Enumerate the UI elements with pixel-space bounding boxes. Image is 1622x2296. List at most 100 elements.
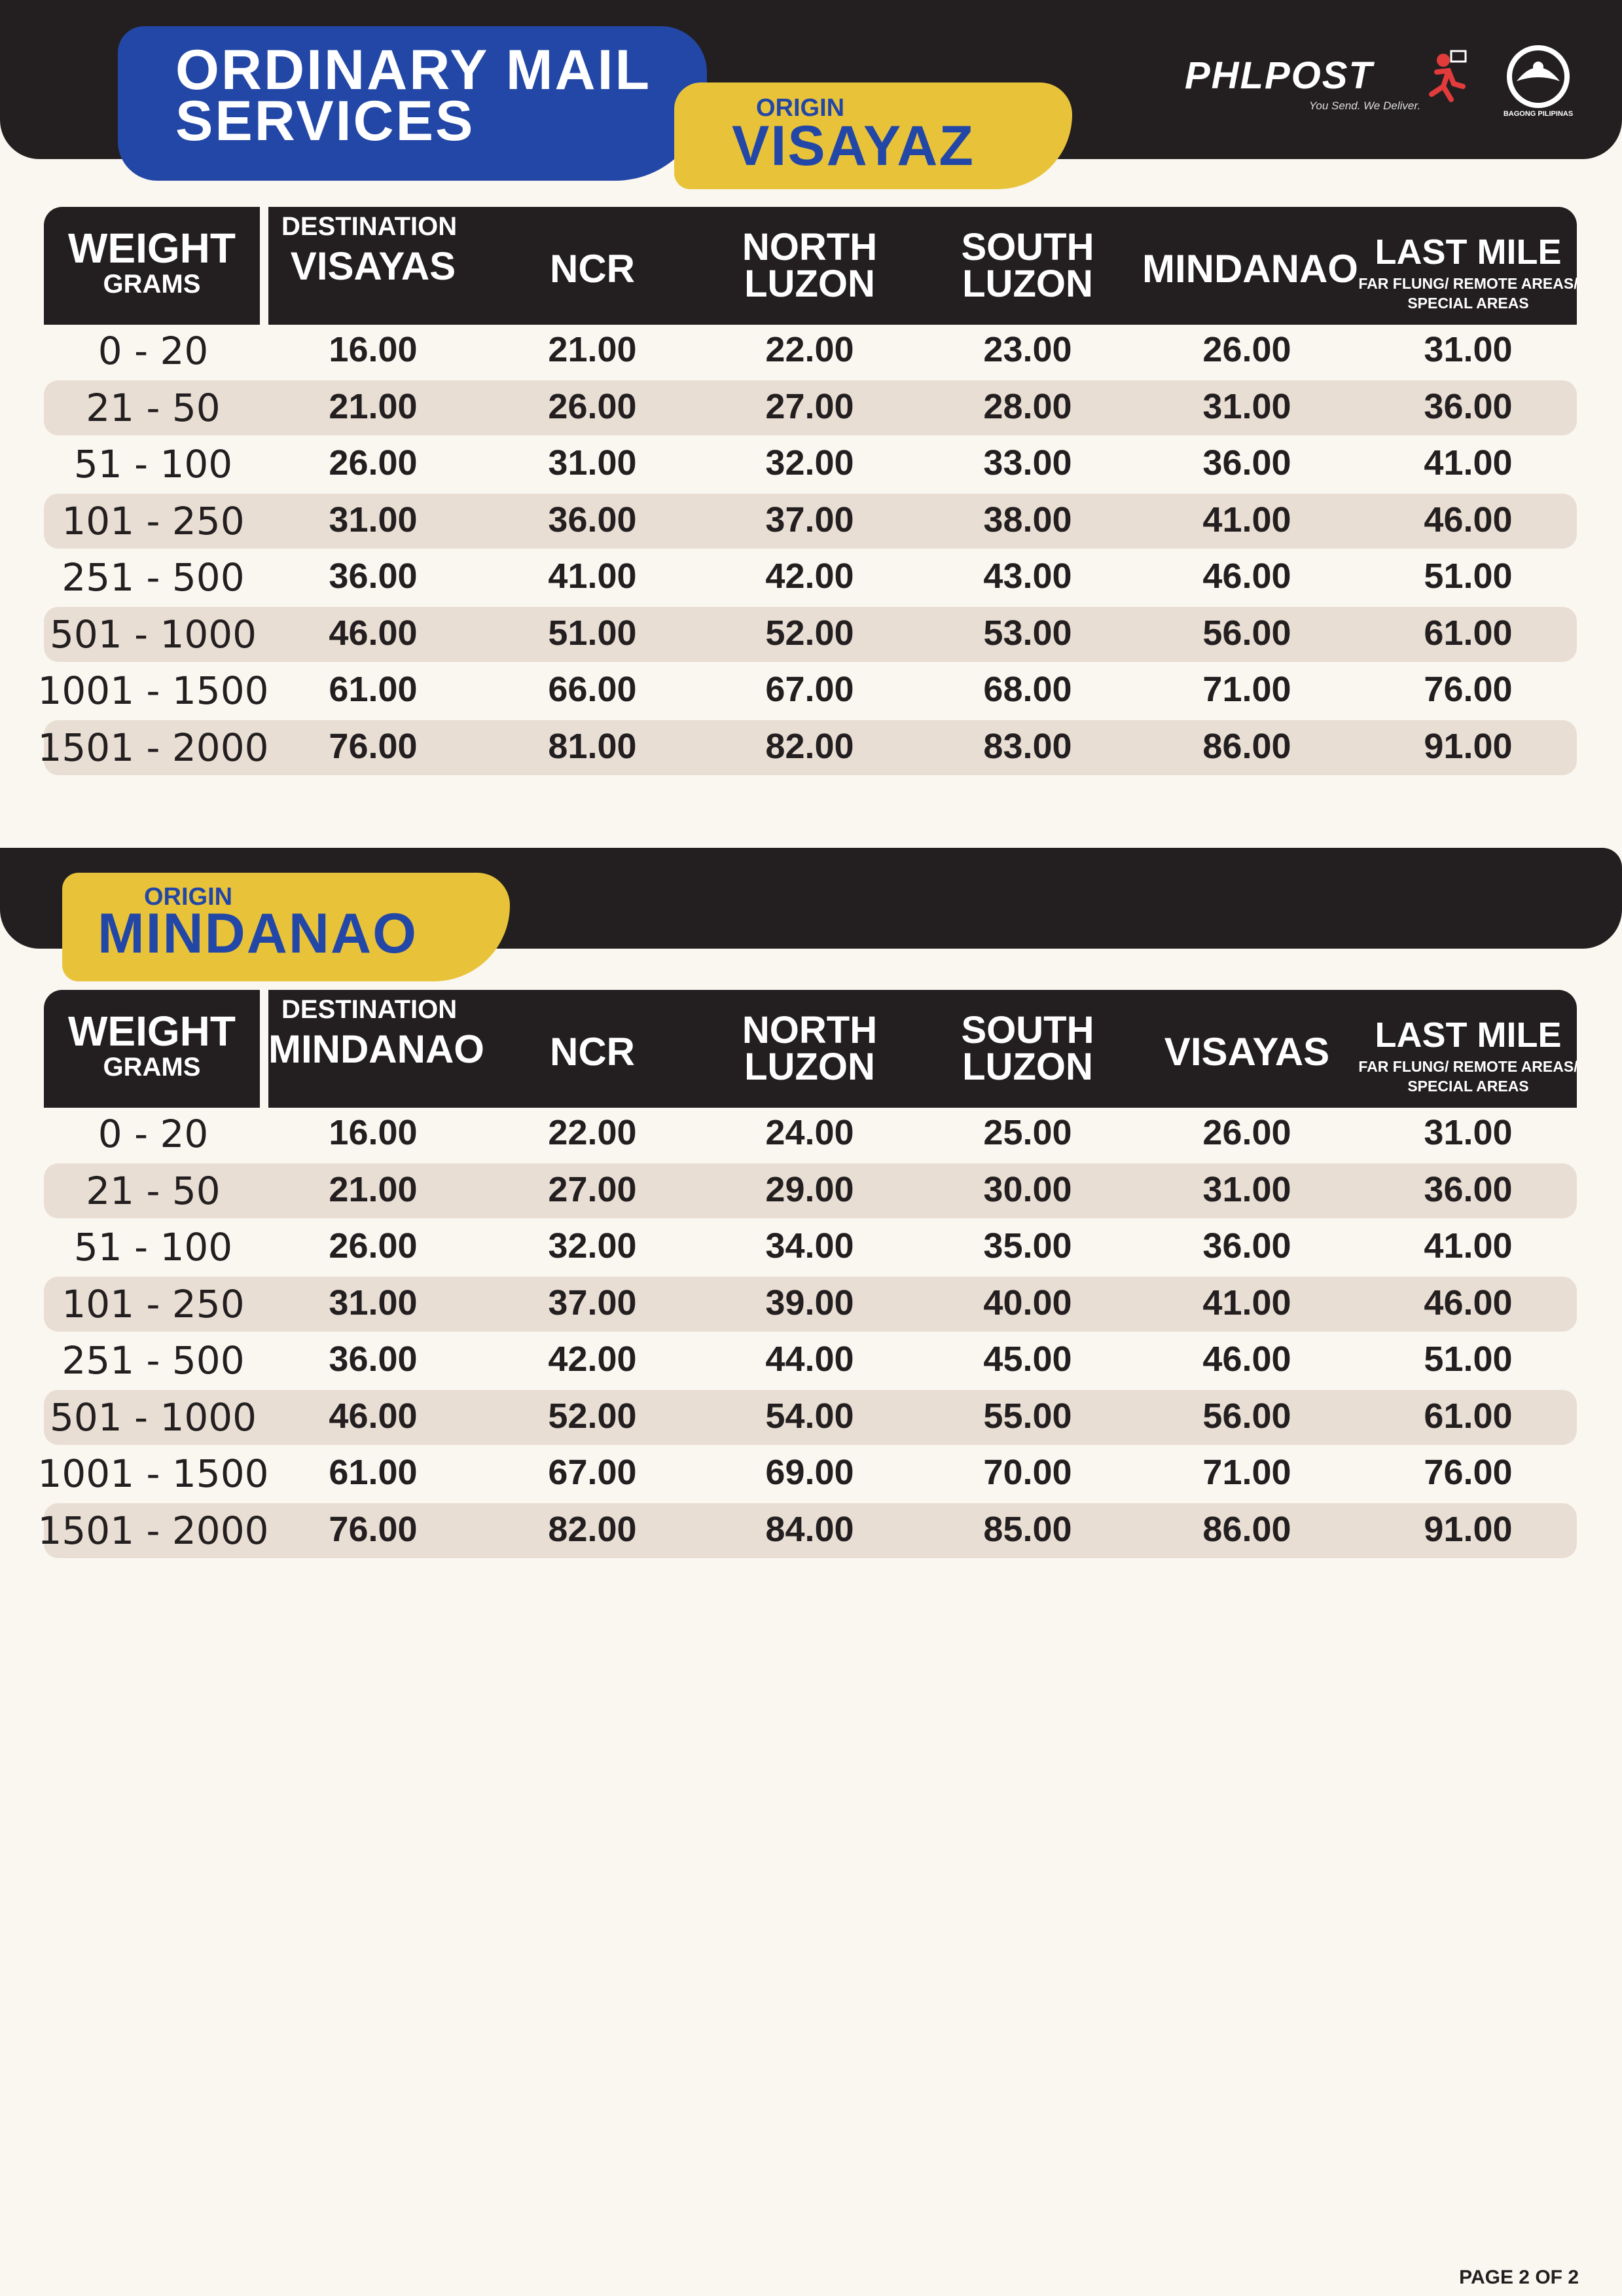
rate-cell: 31.00	[1424, 1113, 1513, 1152]
weight-range-cell: 0 - 20	[98, 329, 209, 373]
rate-cell: 37.00	[765, 500, 854, 539]
rate-cell: 53.00	[983, 613, 1072, 653]
rate-cell: 41.00	[548, 556, 637, 596]
rate-cell: 76.00	[329, 726, 418, 766]
rate-cell: 26.00	[329, 443, 418, 483]
rate-cell: 36.00	[1424, 386, 1513, 426]
column-header: NORTH LUZON	[742, 226, 878, 305]
rate-cell: 61.00	[329, 1453, 418, 1492]
rate-cell: 26.00	[329, 1226, 418, 1266]
running-mailman-icon	[1429, 50, 1467, 102]
rate-cell: 43.00	[983, 556, 1072, 596]
rate-cell: 68.00	[983, 670, 1072, 709]
rate-cell: 81.00	[548, 726, 637, 766]
destination-label: DESTINATION	[281, 212, 458, 241]
origin-badge-visayaz: ORIGIN VISAYAZ	[674, 82, 1072, 189]
rate-cell: 46.00	[1424, 1283, 1513, 1322]
rate-cell: 31.00	[329, 500, 418, 539]
rate-cell: 24.00	[765, 1113, 854, 1152]
rate-cell: 21.00	[329, 386, 418, 426]
rate-cell: 26.00	[1202, 330, 1291, 369]
weight-range-cell: 101 - 250	[62, 1281, 245, 1326]
brand-tagline: You Send. We Deliver.	[1309, 100, 1421, 112]
rate-cell: 56.00	[1202, 1396, 1291, 1436]
rate-cell: 31.00	[548, 443, 637, 483]
rate-cell: 26.00	[1202, 1113, 1291, 1152]
rate-cell: 67.00	[765, 670, 854, 709]
rate-cell: 34.00	[765, 1226, 854, 1266]
origin-name: MINDANAO	[98, 902, 418, 965]
weight-range-cell: 0 - 20	[98, 1112, 209, 1156]
rate-cell: 36.00	[1202, 1226, 1291, 1266]
rate-cell: 39.00	[765, 1283, 854, 1322]
weight-header-label: WEIGHT	[68, 225, 236, 272]
rate-cell: 31.00	[1202, 1169, 1291, 1209]
weight-range-cell: 501 - 1000	[49, 611, 257, 657]
weight-range-cell: 21 - 50	[86, 1168, 221, 1213]
weight-header: WEIGHT GRAMS	[44, 990, 260, 1108]
rate-cell: 70.00	[983, 1453, 1072, 1492]
column-header: NCR	[550, 247, 635, 291]
table-row-shade	[44, 1389, 1577, 1445]
rate-cell: 23.00	[983, 330, 1072, 369]
weight-range-cell: 1501 - 2000	[37, 1508, 269, 1553]
table-row-shade	[44, 606, 1577, 662]
rate-cell: 91.00	[1424, 726, 1513, 766]
rate-cell: 44.00	[765, 1339, 854, 1379]
rate-cell: 29.00	[765, 1169, 854, 1209]
origin-name: VISAYAZ	[732, 115, 975, 177]
brand-name: PHLPOST	[1185, 54, 1373, 97]
phlpost-logo: PHLPOST You Send. We Deliver.	[1185, 46, 1479, 118]
weight-header: WEIGHT GRAMS	[44, 207, 260, 325]
rate-cell: 33.00	[983, 443, 1072, 483]
rate-cell: 56.00	[1202, 613, 1291, 653]
rate-cell: 67.00	[548, 1453, 637, 1492]
rate-cell: 41.00	[1202, 1283, 1291, 1322]
rate-cell: 21.00	[548, 330, 637, 369]
rate-cell: 41.00	[1202, 500, 1291, 539]
rate-cell: 27.00	[548, 1169, 637, 1209]
column-header: NORTH LUZON	[742, 1009, 878, 1088]
rate-cell: 84.00	[765, 1509, 854, 1549]
title-badge: ORDINARY MAIL SERVICES	[118, 26, 707, 181]
rate-cell: 30.00	[983, 1169, 1072, 1209]
rate-cell: 76.00	[329, 1509, 418, 1549]
column-header: SOUTH LUZON	[961, 1009, 1094, 1088]
weight-range-cell: 1001 - 1500	[37, 1451, 269, 1496]
rate-cell: 38.00	[983, 500, 1072, 539]
weight-range-cell: 251 - 500	[62, 555, 245, 600]
rate-cell: 71.00	[1202, 670, 1291, 709]
page-number: PAGE 2 OF 2	[1459, 2267, 1579, 2288]
rate-cell: 31.00	[329, 1283, 418, 1322]
column-header: VISAYAS	[290, 244, 456, 288]
last-mile-note: FAR FLUNG/ REMOTE AREAS/ SPECIAL AREAS	[1358, 1058, 1578, 1095]
rate-cell: 31.00	[1424, 330, 1513, 369]
rate-cell: 21.00	[329, 1169, 418, 1209]
rate-cell: 32.00	[548, 1226, 637, 1266]
rate-cell: 69.00	[765, 1453, 854, 1492]
table-row-shade	[44, 493, 1577, 549]
rate-cell: 51.00	[1424, 556, 1513, 596]
rate-cell: 71.00	[1202, 1453, 1291, 1492]
rate-cell: 36.00	[329, 1339, 418, 1379]
weight-header-label: WEIGHT	[68, 1008, 236, 1055]
seal-caption: BAGONG PILIPINAS	[1503, 110, 1574, 118]
rate-cell: 54.00	[765, 1396, 854, 1436]
table-row-shade	[44, 1503, 1577, 1558]
rate-cell: 42.00	[548, 1339, 637, 1379]
rate-cell: 46.00	[1202, 1339, 1291, 1379]
rate-cell: 32.00	[765, 443, 854, 483]
rate-cell: 36.00	[1202, 443, 1291, 483]
rate-cell: 55.00	[983, 1396, 1072, 1436]
weight-header-unit: GRAMS	[103, 1053, 201, 1082]
rate-cell: 86.00	[1202, 1509, 1291, 1549]
rate-cell: 91.00	[1424, 1509, 1513, 1549]
rate-cell: 46.00	[329, 613, 418, 653]
weight-range-cell: 101 - 250	[62, 498, 245, 543]
destination-label: DESTINATION	[281, 995, 458, 1024]
rate-cell: 31.00	[1202, 386, 1291, 426]
rate-cell: 61.00	[1424, 1396, 1513, 1436]
column-header: MINDANAO	[1142, 247, 1358, 291]
rate-cell: 83.00	[983, 726, 1072, 766]
rate-cell: 46.00	[1424, 500, 1513, 539]
